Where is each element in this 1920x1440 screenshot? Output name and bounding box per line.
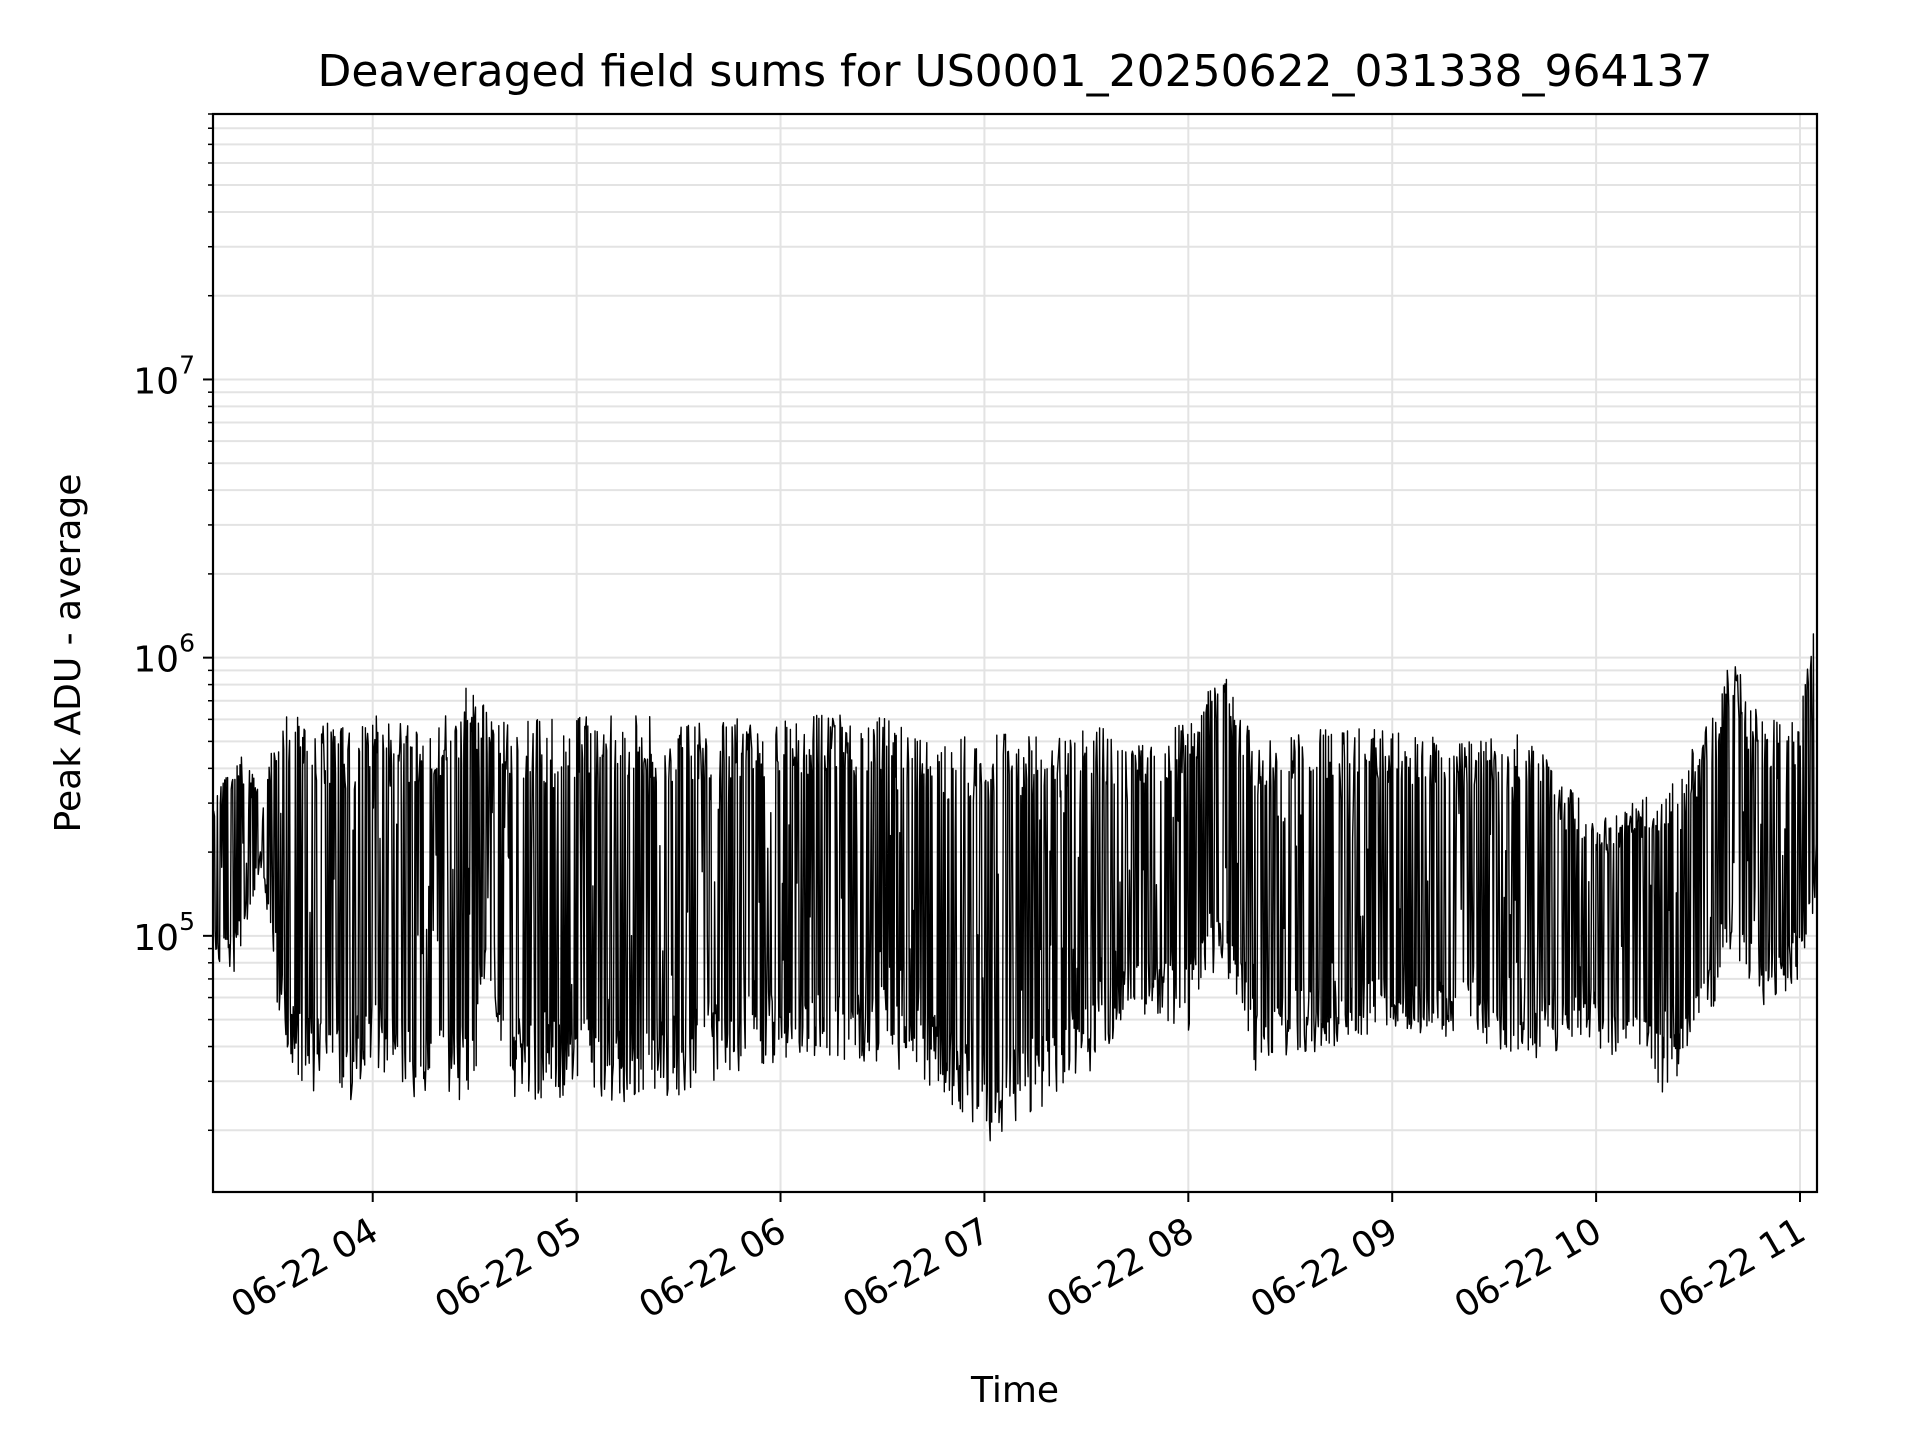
series-line [212,633,1818,1142]
plot-frame [211,112,1819,1194]
y-tick-label: 106 [133,629,195,681]
y-tick-label: 107 [133,350,195,402]
data-series [212,633,1818,1142]
y-axis-label: Peak ADU - average [48,474,89,833]
chart-title: Deaveraged field sums for US0001_2025062… [318,46,1713,97]
x-axis-label: Time [970,1370,1059,1411]
y-tick-label: 105 [133,907,195,959]
